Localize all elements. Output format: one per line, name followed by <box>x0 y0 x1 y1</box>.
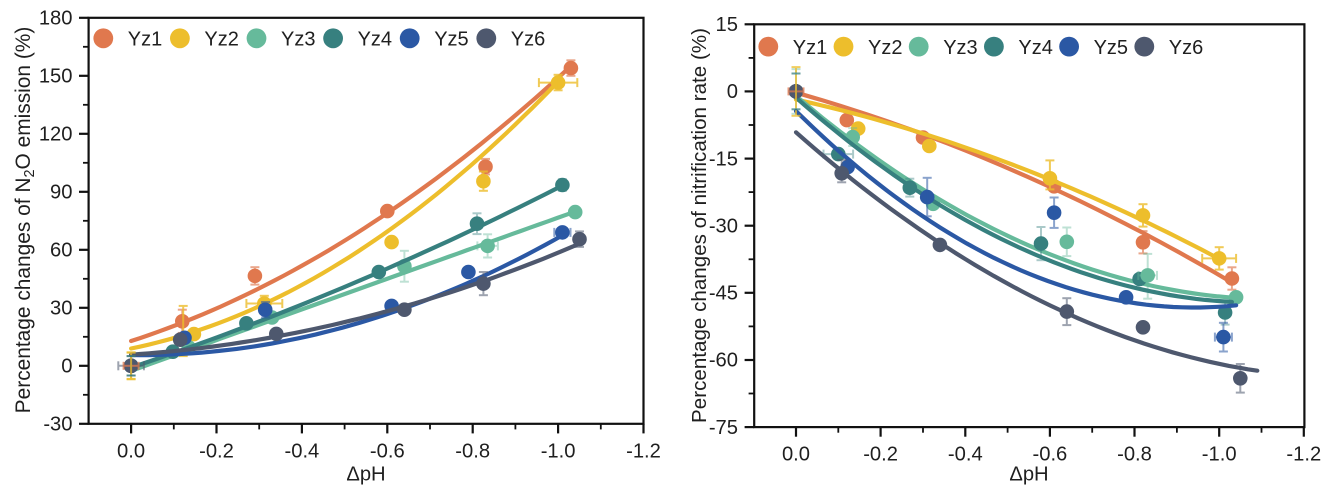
svg-text:-0.4: -0.4 <box>285 440 320 462</box>
svg-text:-1.0: -1.0 <box>541 440 576 462</box>
svg-text:-1.2: -1.2 <box>626 440 661 462</box>
svg-text:-15: -15 <box>709 148 738 170</box>
svg-text:Yz4: Yz4 <box>1018 37 1052 59</box>
svg-text:ΔpH: ΔpH <box>346 463 385 485</box>
svg-text:-30: -30 <box>43 414 72 436</box>
svg-text:Yz1: Yz1 <box>128 28 162 50</box>
svg-text:60: 60 <box>50 240 72 262</box>
svg-text:-0.2: -0.2 <box>863 444 898 466</box>
svg-text:-45: -45 <box>709 283 738 305</box>
svg-text:0: 0 <box>61 356 72 378</box>
svg-text:-0.4: -0.4 <box>948 444 983 466</box>
svg-text:15: 15 <box>716 14 738 36</box>
svg-text:Yz5: Yz5 <box>1094 37 1128 59</box>
svg-text:-1.0: -1.0 <box>1202 444 1237 466</box>
svg-text:-0.6: -0.6 <box>370 440 405 462</box>
svg-text:Percentage changes of nitrific: Percentage changes of nitrification rate… <box>688 28 711 423</box>
svg-text:0: 0 <box>727 81 738 103</box>
svg-text:Yz2: Yz2 <box>868 37 902 59</box>
svg-text:-30: -30 <box>709 215 738 237</box>
svg-text:30: 30 <box>50 298 72 320</box>
svg-text:Yz3: Yz3 <box>943 37 977 59</box>
svg-text:Yz6: Yz6 <box>1169 37 1203 59</box>
svg-text:-0.8: -0.8 <box>455 440 490 462</box>
svg-text:0.0: 0.0 <box>117 440 145 462</box>
svg-text:-0.8: -0.8 <box>1117 444 1152 466</box>
svg-text:120: 120 <box>39 124 73 146</box>
svg-text:-0.2: -0.2 <box>199 440 234 462</box>
svg-text:Yz3: Yz3 <box>281 28 315 50</box>
svg-text:0.0: 0.0 <box>782 444 810 466</box>
svg-text:-60: -60 <box>709 350 738 372</box>
svg-text:180: 180 <box>39 8 73 30</box>
svg-text:-1.2: -1.2 <box>1286 444 1321 466</box>
svg-text:150: 150 <box>39 66 73 88</box>
svg-text:Yz1: Yz1 <box>793 37 827 59</box>
svg-text:Yz2: Yz2 <box>204 28 238 50</box>
svg-text:-75: -75 <box>709 417 738 439</box>
svg-text:90: 90 <box>50 182 72 204</box>
svg-text:Yz5: Yz5 <box>434 28 468 50</box>
svg-text:-0.6: -0.6 <box>1033 444 1068 466</box>
svg-text:Percentage changes of N2O emis: Percentage changes of N2O emission (%) <box>12 27 38 414</box>
svg-text:Yz6: Yz6 <box>511 28 545 50</box>
svg-text:ΔpH: ΔpH <box>1009 463 1048 485</box>
svg-text:Yz4: Yz4 <box>358 28 392 50</box>
